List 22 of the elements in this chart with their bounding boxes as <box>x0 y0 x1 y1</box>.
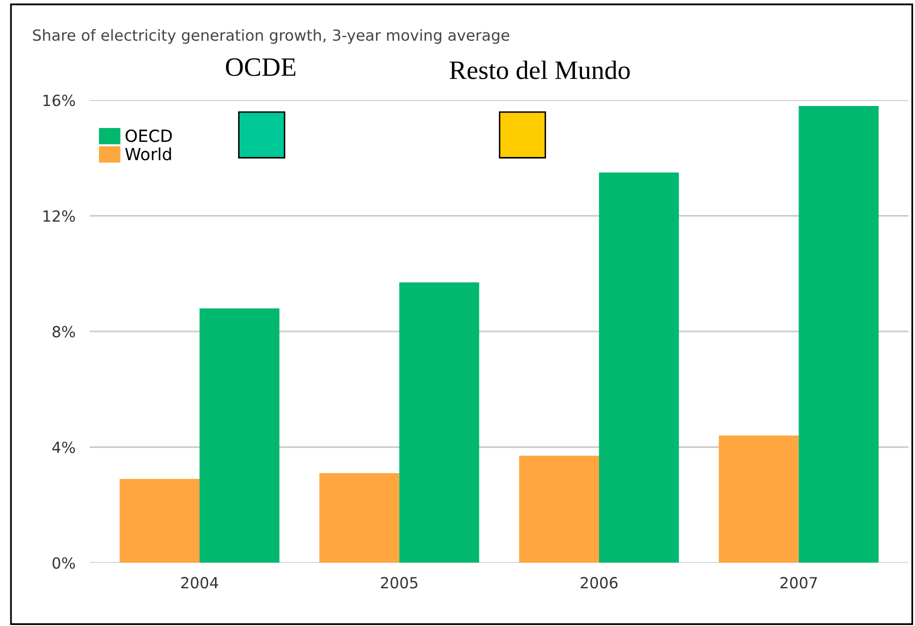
x-tick-label: 2004 <box>181 576 218 588</box>
y-tick-label: 16% <box>44 94 75 106</box>
y-tick-label: 4% <box>52 442 75 454</box>
chart-title: Share of electricity generation growth, 3-year moving average <box>33 29 510 44</box>
x-tick-label: 2006 <box>580 576 618 588</box>
bar <box>718 436 799 563</box>
bar <box>798 106 879 563</box>
bar <box>599 172 679 563</box>
y-tick-label: 12% <box>44 210 75 222</box>
x-tick-label: 2007 <box>780 576 817 588</box>
legend-label: OECD <box>126 129 172 142</box>
bar <box>200 308 280 563</box>
legend-label: World <box>125 147 171 160</box>
bar <box>519 456 599 563</box>
y-tick-label: 0% <box>52 557 75 569</box>
text: Resto del Mundo <box>450 60 630 80</box>
bar <box>399 282 480 563</box>
bar <box>319 473 400 563</box>
x-tick-label: 2005 <box>380 576 418 588</box>
y-tick-label: 8% <box>52 326 75 338</box>
text: OCDE <box>226 58 296 76</box>
bar <box>120 478 200 563</box>
